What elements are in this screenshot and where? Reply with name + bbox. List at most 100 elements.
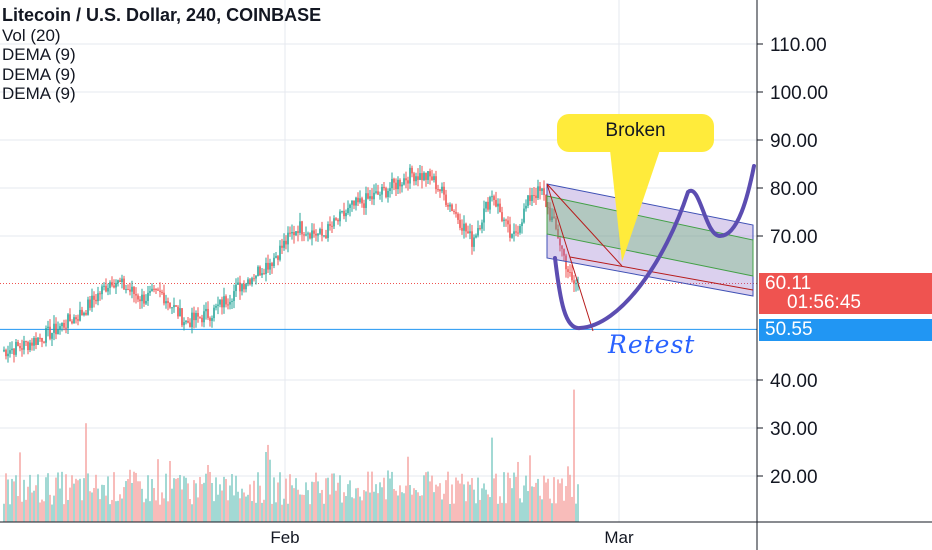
candle-body [485,201,487,209]
volume-bar [177,477,179,522]
candle-body [23,341,25,350]
candle-body [275,256,277,258]
volume-bar [183,476,185,522]
volume-bar [137,481,139,522]
volume-bar [267,444,269,522]
candle-body [391,178,393,189]
candle-body [267,262,269,270]
volume-bar [339,475,341,522]
study-dema-3[interactable]: DEMA (9) [2,84,76,103]
volume-bar [41,499,43,522]
candle-body [121,278,123,283]
volume-bar [85,423,87,522]
volume-bar [115,501,117,522]
fan-line-1 [546,183,623,267]
candle-body [429,171,431,177]
volume-bar [55,477,57,522]
study-dema-1[interactable]: DEMA (9) [2,45,76,64]
study-vol[interactable]: Vol (20) [2,25,61,45]
volume-bar [439,483,441,522]
volume-bar [491,437,493,522]
candle-body [437,189,439,191]
candle-body [101,286,103,295]
volume-bar [125,481,127,522]
volume-bar [25,499,27,522]
volume-bar [465,501,467,522]
candle-body [329,224,331,226]
volume-bar [227,500,229,522]
volume-bar [289,474,291,522]
volume-bar [575,503,577,522]
volume-bar [161,492,163,522]
candle-body [569,271,571,273]
volume-bar [249,484,251,522]
candle-body [567,269,569,272]
candle-body [545,195,547,208]
candle-body [287,232,289,245]
volume-bar [315,472,317,522]
volume-bar [273,477,275,522]
volume-bar [173,478,175,522]
candle-body [559,238,561,246]
volume-bar [287,503,289,522]
drawings[interactable] [546,150,756,332]
symbol-title[interactable]: Litecoin / U.S. Dollar, 240, COINBASE [2,5,322,25]
volume-bar [427,471,429,522]
volume-bar [307,490,309,522]
volume-bar [395,490,397,522]
candle-body [479,228,481,230]
volume-bar [383,477,385,522]
candle-body [325,235,327,238]
volume-bar [467,481,469,522]
candle-body [475,235,477,238]
candle-body [61,322,63,327]
volume-bar [483,483,485,522]
candle-body [273,257,275,267]
candle-body [229,301,231,305]
candle-body [517,232,519,234]
candle-body [11,348,13,351]
volume-bar [367,471,369,522]
candle-body [97,293,99,302]
volume-bar [423,475,425,522]
candle-body [481,222,483,229]
candle-body [467,231,469,234]
candle-body [425,172,427,180]
study-dema-2[interactable]: DEMA (9) [2,64,76,84]
candle-body [167,301,169,303]
candle-body [377,191,379,195]
broken-callout[interactable]: Broken [557,114,714,152]
volume-bar [535,482,537,522]
candle-body [35,337,37,345]
volume-bar [319,493,321,522]
volume-bar [77,480,79,522]
candle-body [431,176,433,181]
candle-body [513,231,515,234]
candle-body [371,196,373,200]
retest-label[interactable]: Retest [608,330,696,359]
candle-body [197,312,199,317]
volume-bar [23,479,25,522]
volume-bar [159,504,161,522]
countdown-value: 01:56:45 [787,292,861,313]
volume-bar [295,478,297,522]
candle-body [309,233,311,239]
last-price-value: 60.11 [765,273,812,294]
volume-bar [477,477,479,522]
level-price-value: 50.55 [765,319,813,340]
candle-body [59,326,61,330]
volume-bar [17,496,19,522]
candle-body [465,223,467,232]
candle-body [361,198,363,204]
candle-body [189,322,191,328]
candle-body [395,182,397,190]
candle-body [219,299,221,305]
volume-bar [559,483,561,522]
candle-body [103,285,105,287]
candle-body [537,186,539,199]
y-tick-label: 110.00 [770,35,827,56]
volume-bar [131,482,133,522]
